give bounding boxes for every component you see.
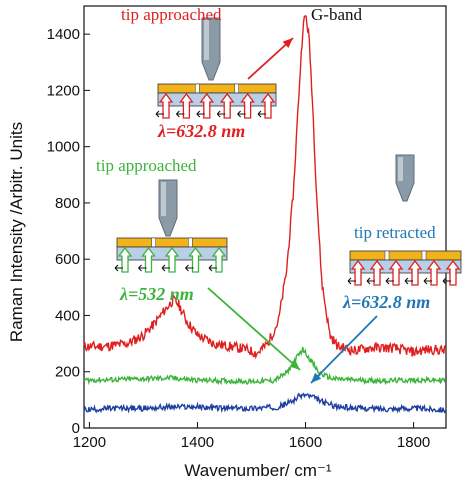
series-layer — [83, 14, 447, 414]
polarization-arrow-icon — [208, 264, 217, 272]
y-tick-label: 200 — [55, 364, 80, 381]
excitation-arrow-icon — [426, 259, 442, 286]
tip-green — [158, 179, 178, 237]
arrow-head-icon — [289, 360, 300, 370]
x-tick-label: 1200 — [73, 434, 106, 451]
arrow-shaft — [310, 315, 378, 384]
tip-blue — [395, 154, 415, 202]
excitation-arrow-icon — [219, 92, 235, 119]
x-tick-label: 1600 — [289, 434, 322, 451]
excitation-arrow-icon — [188, 246, 203, 273]
film-gap — [195, 83, 200, 94]
excitation-arrow-icon — [445, 259, 461, 286]
annotation-label-2: λ=632.8 nm — [157, 121, 245, 141]
excitation-arrow-icon — [117, 246, 133, 273]
sample-green — [114, 237, 228, 273]
polarization-arrow-icon — [155, 110, 164, 118]
arrow-red — [247, 37, 294, 80]
y-tick-label: 1400 — [47, 26, 80, 43]
excitation-arrow-icon — [164, 246, 180, 273]
sample-red — [155, 83, 277, 119]
excitation-arrow-icon — [260, 92, 276, 119]
excitation-arrow-icon — [199, 92, 215, 119]
substrate-layer — [349, 259, 462, 274]
arrow-shaft — [207, 287, 301, 371]
axes: 0 200 400 600 800 1000 1200 1400 1200 1400 1600 180… — [47, 5, 447, 451]
probe-tip-highlight — [398, 157, 403, 181]
tip-red — [201, 17, 221, 81]
film-gap — [234, 83, 239, 94]
film-gap — [384, 250, 390, 261]
polarization-arrow-icon — [138, 264, 147, 272]
arrow-head-icon — [311, 372, 322, 383]
annotation-label-3: tip approached — [96, 156, 197, 175]
excitation-arrow-icon — [211, 246, 227, 273]
probe-tip-highlight — [204, 20, 209, 60]
schematic-diagrams — [114, 17, 462, 286]
polarization-arrow-icon — [385, 277, 394, 285]
arrow-head-icon — [282, 38, 293, 48]
polarization-arrow-icon — [442, 277, 451, 285]
y-axis-title: Raman Intensity /Arbitr. Units — [7, 122, 26, 342]
series-line-1 — [83, 346, 447, 386]
x-axis-title: Wavenumber/ cm⁻¹ — [184, 461, 332, 480]
excitation-arrow-icon — [158, 92, 174, 119]
polarization-arrow-icon — [366, 277, 375, 285]
series-line-2 — [83, 392, 447, 414]
annotation-label-6: λ=632.8 nm — [342, 292, 430, 312]
y-tick-label: 800 — [55, 195, 80, 212]
y-tick-label: 400 — [55, 307, 80, 324]
polarization-arrow-icon — [237, 110, 246, 118]
polarization-arrow-icon — [216, 110, 226, 118]
y-tick-label: 0 — [72, 420, 80, 437]
excitation-arrow-icon — [141, 246, 156, 273]
y-tick-label: 1200 — [47, 82, 80, 99]
excitation-arrow-icon — [369, 259, 385, 286]
polarization-arrow-icon — [257, 110, 266, 118]
polarization-arrow-icon — [347, 277, 356, 285]
film-gap — [188, 237, 193, 248]
polarization-arrow-icon — [196, 110, 205, 118]
annotations: tip approached G-band λ=632.8 nm tip approa… — [96, 5, 436, 384]
annotation-label-0: tip approached — [121, 5, 222, 24]
polarization-arrow-icon — [185, 264, 194, 272]
x-tick-label: 1800 — [397, 434, 430, 451]
annotation-label-1: G-band — [311, 5, 362, 24]
annotation-label-5: tip retracted — [354, 223, 436, 242]
y-tick-label: 600 — [55, 251, 80, 268]
gold-film-layer — [349, 250, 462, 261]
polarization-arrow-icon — [404, 277, 413, 285]
polarization-arrow-icon — [161, 264, 170, 272]
excitation-arrow-icon — [388, 259, 404, 286]
excitation-arrow-icon — [240, 92, 255, 119]
annotation-label-4: λ=532 nm — [119, 284, 194, 304]
film-gap — [151, 237, 156, 248]
arrow-shaft — [247, 37, 294, 80]
excitation-arrow-icon — [407, 259, 423, 286]
series-line-0 — [83, 14, 447, 360]
probe-tip-highlight — [161, 182, 166, 216]
polarization-arrow-icon — [176, 110, 185, 118]
excitation-arrow-icon — [350, 259, 366, 286]
y-tick-label: 1000 — [47, 139, 80, 156]
film-gap — [421, 250, 427, 261]
arrow-green — [207, 287, 301, 371]
substrate-layer — [157, 92, 277, 107]
plot-frame — [83, 5, 447, 429]
arrow-blue — [310, 315, 378, 384]
gold-film-layer — [157, 83, 277, 94]
polarization-arrow-icon — [423, 277, 432, 285]
x-tick-label: 1400 — [181, 434, 214, 451]
polarization-arrow-icon — [114, 264, 123, 272]
gold-film-layer — [116, 237, 228, 248]
sample-blue — [347, 250, 462, 286]
excitation-arrow-icon — [179, 92, 194, 119]
